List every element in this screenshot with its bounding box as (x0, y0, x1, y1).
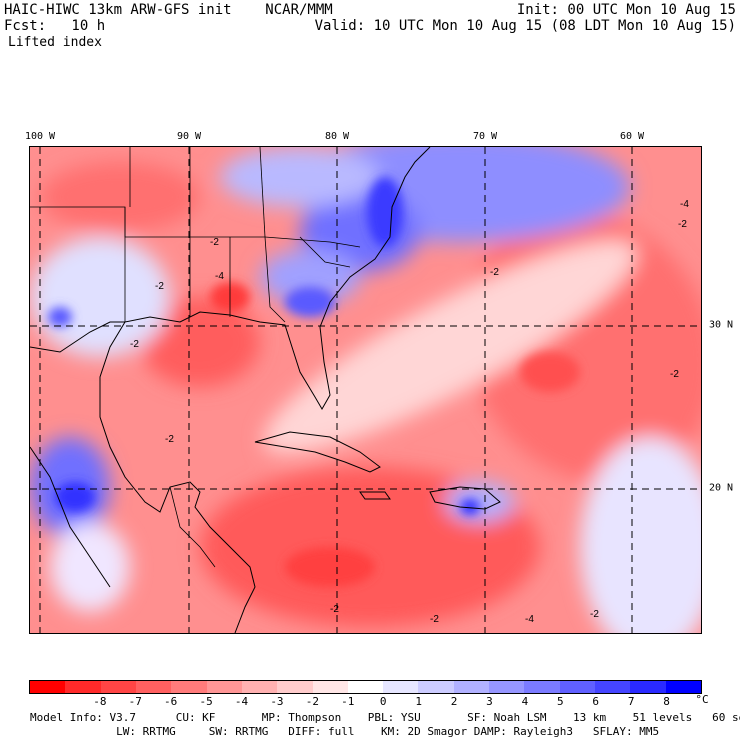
contour-label: -2 (155, 281, 164, 292)
colorbar-swatch (453, 681, 490, 693)
lon-label-60w: 60 W (619, 131, 645, 142)
lat-lon-grid (30, 147, 701, 633)
contour-label: -2 (210, 237, 219, 248)
lifted-index-map: -2 -2 -4 -2 -2 -2 -2 -2 -2 -4 -2 -4 -2 (29, 146, 702, 634)
colorbar-swatch (206, 681, 242, 693)
color-scale-bar (29, 680, 702, 694)
colorbar-swatch (171, 681, 207, 693)
colorbar-swatch (135, 681, 172, 693)
colorbar-label: 8 (663, 695, 670, 708)
colorbar-swatch (312, 681, 348, 693)
colorbar-label: 3 (486, 695, 493, 708)
political-borders (30, 147, 361, 568)
colorbar-label: 2 (450, 695, 458, 708)
contour-label: -2 (430, 614, 439, 625)
contour-label: -4 (525, 614, 534, 625)
contour-label: -2 (130, 339, 139, 350)
contour-labels: -2 -2 -4 -2 -2 -2 -2 -2 -2 -4 -2 -4 -2 (130, 199, 689, 625)
contour-label: -4 (215, 271, 224, 282)
lon-label-100w: 100 W (24, 131, 56, 142)
colorbar-label: -7 (128, 695, 142, 708)
contour-label: -2 (678, 219, 687, 230)
colorbar-label: 7 (627, 695, 635, 708)
colorbar-swatch (347, 681, 384, 693)
colorbar-swatch (241, 681, 278, 693)
colorbar-label: 0 (379, 695, 387, 708)
colorbar-label: -8 (93, 695, 107, 708)
contour-label: -4 (680, 199, 689, 210)
colorbar-label: -4 (234, 695, 249, 708)
colorbar-swatch (595, 681, 631, 693)
model-title: HAIC-HIWC 13km ARW-GFS init NCAR/MMM (4, 2, 333, 18)
model-info-line-1: Model Info: V3.7 CU: KF MP: Thompson PBL… (30, 711, 740, 724)
colorbar-swatch (630, 681, 666, 693)
contour-label: -2 (330, 604, 339, 615)
colorbar-swatch (559, 681, 595, 693)
colorbar-label: 1 (415, 695, 422, 708)
lon-label-80w: 80 W (324, 131, 350, 142)
contour-label: -2 (165, 434, 174, 445)
field-name: Lifted index (8, 35, 102, 50)
colorbar-label: -5 (199, 695, 213, 708)
lat-label-20n: 20 N (709, 482, 734, 494)
colorbar-label: 4 (521, 695, 529, 708)
coastlines (30, 147, 501, 633)
colorbar-swatch (100, 681, 136, 693)
lon-label-70w: 70 W (472, 131, 498, 142)
colorbar-swatch (65, 681, 101, 693)
valid-time: Valid: 10 UTC Mon 10 Aug 15 (08 LDT Mon … (314, 18, 736, 34)
contour-label: -2 (490, 267, 499, 278)
colorbar-swatch (418, 681, 454, 693)
colorbar-label: -1 (341, 695, 355, 708)
field-detail (48, 177, 580, 587)
colorbar-label: -2 (305, 695, 319, 708)
colorbar-swatch (383, 681, 419, 693)
colorbar-swatch (489, 681, 525, 693)
colorbar-unit: °C (695, 693, 709, 706)
colorbar-label: -6 (164, 695, 178, 708)
init-time: Init: 00 UTC Mon 10 Aug 15 (516, 2, 736, 18)
contour-label: -2 (670, 369, 679, 380)
colorbar-swatch (277, 681, 313, 693)
colorbar-label: 6 (592, 695, 600, 708)
contour-label: -2 (590, 609, 599, 620)
colorbar-label: -3 (270, 695, 284, 708)
model-info-line-2: LW: RRTMG SW: RRTMG DIFF: full KM: 2D Sm… (30, 725, 660, 738)
colorbar-swatch (665, 681, 701, 693)
colorbar-swatch (30, 681, 66, 693)
colorbar-label: 5 (557, 695, 564, 708)
colorbar-swatch (524, 681, 560, 693)
lat-label-30n: 30 N (709, 319, 734, 331)
field-shading (30, 147, 701, 633)
lon-label-90w: 90 W (176, 131, 202, 142)
forecast-hour: Fcst: 10 h (4, 18, 106, 34)
